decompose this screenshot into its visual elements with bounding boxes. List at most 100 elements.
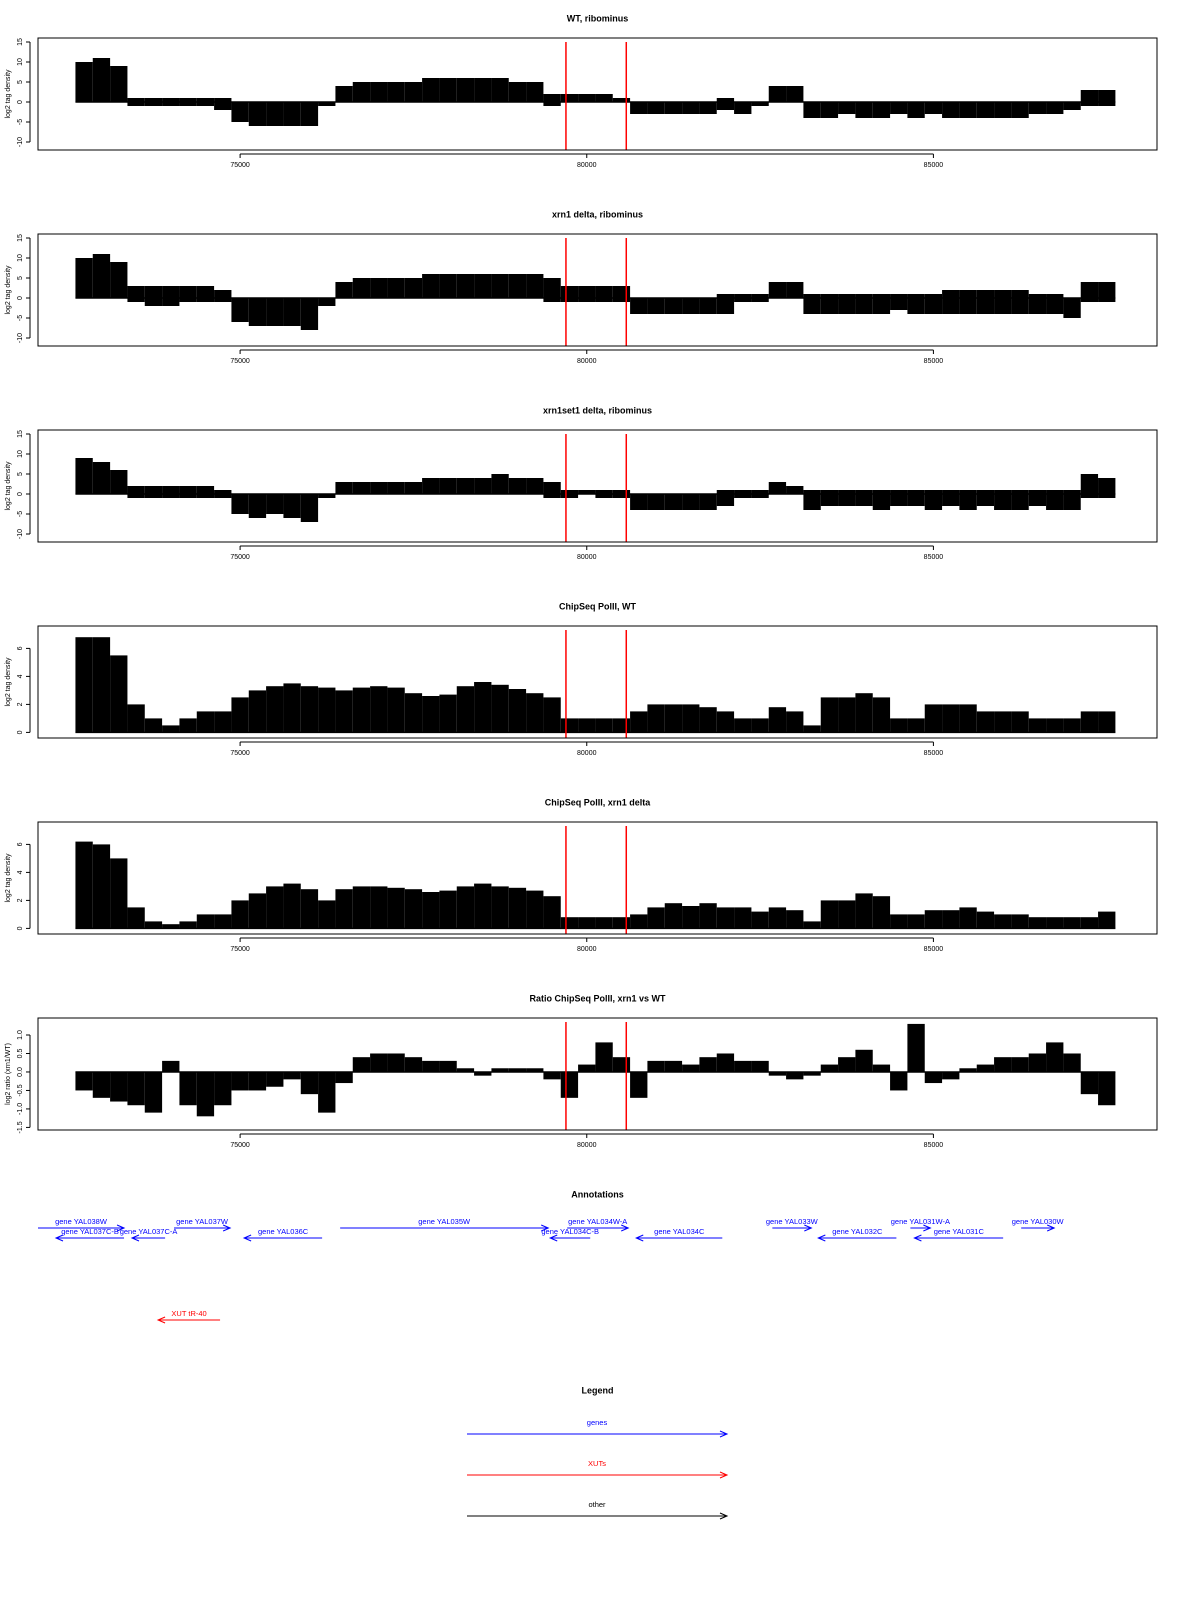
bar <box>907 294 925 298</box>
feature-label: gene YAL037C-B <box>61 1227 119 1236</box>
bar <box>768 482 787 494</box>
bar <box>1080 494 1099 498</box>
bar <box>1028 294 1047 298</box>
panel-title: xrn1 delta, ribominus <box>552 209 643 219</box>
feature-label: gene YAL030W <box>1012 1217 1065 1226</box>
bar <box>907 102 925 118</box>
bar <box>716 294 735 298</box>
bar <box>1063 494 1081 510</box>
bar <box>422 892 440 929</box>
y-tick-label: -10 <box>17 137 24 147</box>
legend-label: XUTs <box>588 1459 606 1468</box>
bar <box>214 490 232 494</box>
feature-arrow-head <box>804 1224 813 1232</box>
bar <box>456 478 475 494</box>
bar <box>872 1064 891 1072</box>
bar <box>231 1071 249 1091</box>
bar <box>734 907 752 929</box>
bar <box>370 1053 388 1072</box>
bar <box>976 290 995 298</box>
panel-title: xrn1set1 delta, ribominus <box>543 405 652 415</box>
bar <box>716 907 735 929</box>
bar <box>734 298 752 302</box>
bar <box>1098 90 1116 102</box>
bar <box>994 914 1012 929</box>
bar <box>92 1071 111 1098</box>
bar <box>976 711 995 733</box>
bar <box>110 655 128 733</box>
bar <box>838 490 856 494</box>
y-tick-label: 6 <box>17 842 24 846</box>
y-tick-label: 2 <box>17 898 24 902</box>
bar <box>75 637 93 733</box>
bar <box>751 298 769 302</box>
panel-frame <box>37 37 1158 151</box>
bar <box>196 98 215 102</box>
bar <box>820 102 839 118</box>
bar <box>456 686 475 733</box>
bar <box>664 903 683 929</box>
bar <box>1011 494 1029 510</box>
bar <box>404 278 423 298</box>
bar <box>127 494 145 498</box>
feature-label: gene YAL035W <box>418 1217 471 1226</box>
bar <box>924 298 943 314</box>
bar <box>734 294 752 298</box>
bar <box>196 102 215 106</box>
panel-frame <box>37 233 1158 347</box>
y-tick-label: 5 <box>17 472 24 476</box>
bar <box>1080 1071 1099 1095</box>
x-tick-label: 85000 <box>924 358 944 365</box>
bar <box>959 298 977 314</box>
bar <box>578 94 596 102</box>
bar <box>283 102 301 126</box>
bar <box>508 689 527 733</box>
bar <box>266 298 284 326</box>
bar <box>716 490 735 494</box>
bar <box>266 686 284 733</box>
bar <box>456 274 475 298</box>
bar <box>543 494 561 498</box>
bar <box>768 282 787 298</box>
bar <box>820 494 839 506</box>
bar <box>335 690 353 733</box>
y-tick-label: -10 <box>17 529 24 539</box>
bar <box>959 1068 977 1072</box>
bar <box>872 490 891 494</box>
x-tick-label: 80000 <box>577 946 597 953</box>
bar <box>1011 290 1029 298</box>
bar <box>92 637 111 733</box>
bar <box>872 896 891 929</box>
feature-arrow-head <box>817 1234 826 1242</box>
bar <box>890 494 908 506</box>
x-tick-label: 75000 <box>230 358 250 365</box>
y-tick-label: 10 <box>17 450 24 458</box>
bar <box>248 893 267 929</box>
bar <box>1098 478 1116 494</box>
bar <box>144 486 163 494</box>
bar <box>456 886 475 929</box>
bar <box>630 494 648 510</box>
bar <box>560 494 579 498</box>
bar <box>543 102 561 106</box>
bar <box>803 1071 821 1076</box>
bar <box>110 66 128 102</box>
bar <box>751 1060 769 1072</box>
bar <box>266 886 284 929</box>
bar <box>699 102 717 114</box>
bar <box>1080 282 1099 298</box>
bar <box>162 486 180 494</box>
bar <box>630 298 648 314</box>
bar <box>300 298 319 330</box>
bar <box>370 886 388 929</box>
bar <box>578 917 596 929</box>
bar <box>162 298 180 306</box>
bar <box>439 478 457 494</box>
legend-arrow-head <box>719 1430 729 1438</box>
bar <box>647 298 665 314</box>
bar <box>1011 1057 1029 1072</box>
bar <box>786 1071 804 1080</box>
bar <box>387 1053 405 1072</box>
y-tick-label: -0.5 <box>17 1084 24 1096</box>
bar <box>352 482 371 494</box>
